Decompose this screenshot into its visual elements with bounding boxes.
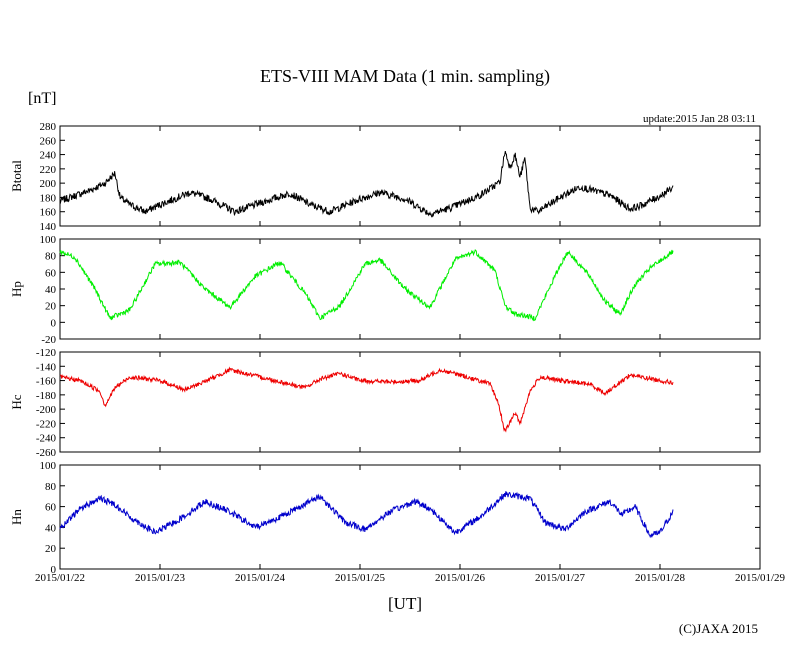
y-tick-label: 0 (51, 317, 57, 329)
panel-ylabel-Btotal: Btotal (9, 160, 24, 192)
series-line-Hc (59, 366, 674, 433)
update-timestamp: update:2015 Jan 28 03:11 (643, 113, 756, 125)
x-tick-label: 2015/01/24 (235, 572, 286, 584)
y-tick-label: -120 (36, 347, 57, 359)
y-tick-label: -20 (41, 334, 56, 346)
y-tick-label: 20 (45, 301, 57, 313)
y-tick-label: 40 (45, 284, 57, 296)
series-line-Btotal (59, 151, 674, 218)
series-line-Hn (59, 491, 674, 539)
y-tick-label: -160 (36, 376, 57, 388)
panel-ylabel-Hn: Hn (9, 509, 24, 525)
copyright-text: (C)JAXA 2015 (678, 621, 758, 636)
panel-frame-Hc (59, 351, 761, 453)
y-tick-label: 100 (40, 234, 57, 246)
y-tick-label: 80 (45, 481, 57, 493)
x-tick-label: 2015/01/27 (535, 572, 586, 584)
x-tick-label: 2015/01/29 (735, 572, 786, 584)
x-tick-label: 2015/01/28 (635, 572, 686, 584)
y-tick-label: 60 (45, 502, 57, 514)
y-tick-label: 60 (45, 267, 57, 279)
y-tick-label: 180 (40, 192, 57, 204)
y-tick-label: 280 (40, 121, 57, 133)
y-tick-label: -220 (36, 418, 57, 430)
panel-ylabel-Hc: Hc (9, 394, 24, 409)
y-tick-label: 240 (40, 150, 57, 162)
y-tick-label: 40 (45, 522, 57, 534)
y-tick-label: 260 (40, 135, 57, 147)
x-tick-label: 2015/01/22 (35, 572, 85, 584)
x-axis-unit-label: [UT] (388, 594, 422, 613)
y-tick-label: 20 (45, 543, 57, 555)
y-tick-label: -240 (36, 433, 57, 445)
x-tick-label: 2015/01/26 (435, 572, 486, 584)
unit-label: [nT] (28, 90, 57, 107)
y-tick-label: 160 (40, 207, 57, 219)
panel-ylabel-Hp: Hp (9, 281, 24, 297)
y-tick-label: 0 (51, 564, 57, 576)
y-tick-label: 140 (40, 221, 57, 233)
x-tick-label: 2015/01/23 (135, 572, 186, 584)
y-tick-label: -260 (36, 447, 57, 459)
series-line-Hp (59, 248, 674, 322)
y-tick-label: -140 (36, 361, 57, 373)
y-tick-label: -200 (36, 404, 57, 416)
y-tick-label: -180 (36, 390, 57, 402)
panel-frame-Btotal (59, 125, 761, 227)
y-tick-label: 220 (40, 164, 57, 176)
x-tick-label: 2015/01/25 (335, 572, 386, 584)
panel-frame-Hn (59, 464, 761, 570)
y-tick-label: 200 (40, 178, 57, 190)
y-tick-label: 100 (40, 460, 57, 472)
panel-frame-Hp (59, 238, 761, 340)
y-tick-label: 80 (45, 251, 57, 263)
chart-title: ETS-VIII MAM Data (1 min. sampling) (260, 66, 550, 86)
